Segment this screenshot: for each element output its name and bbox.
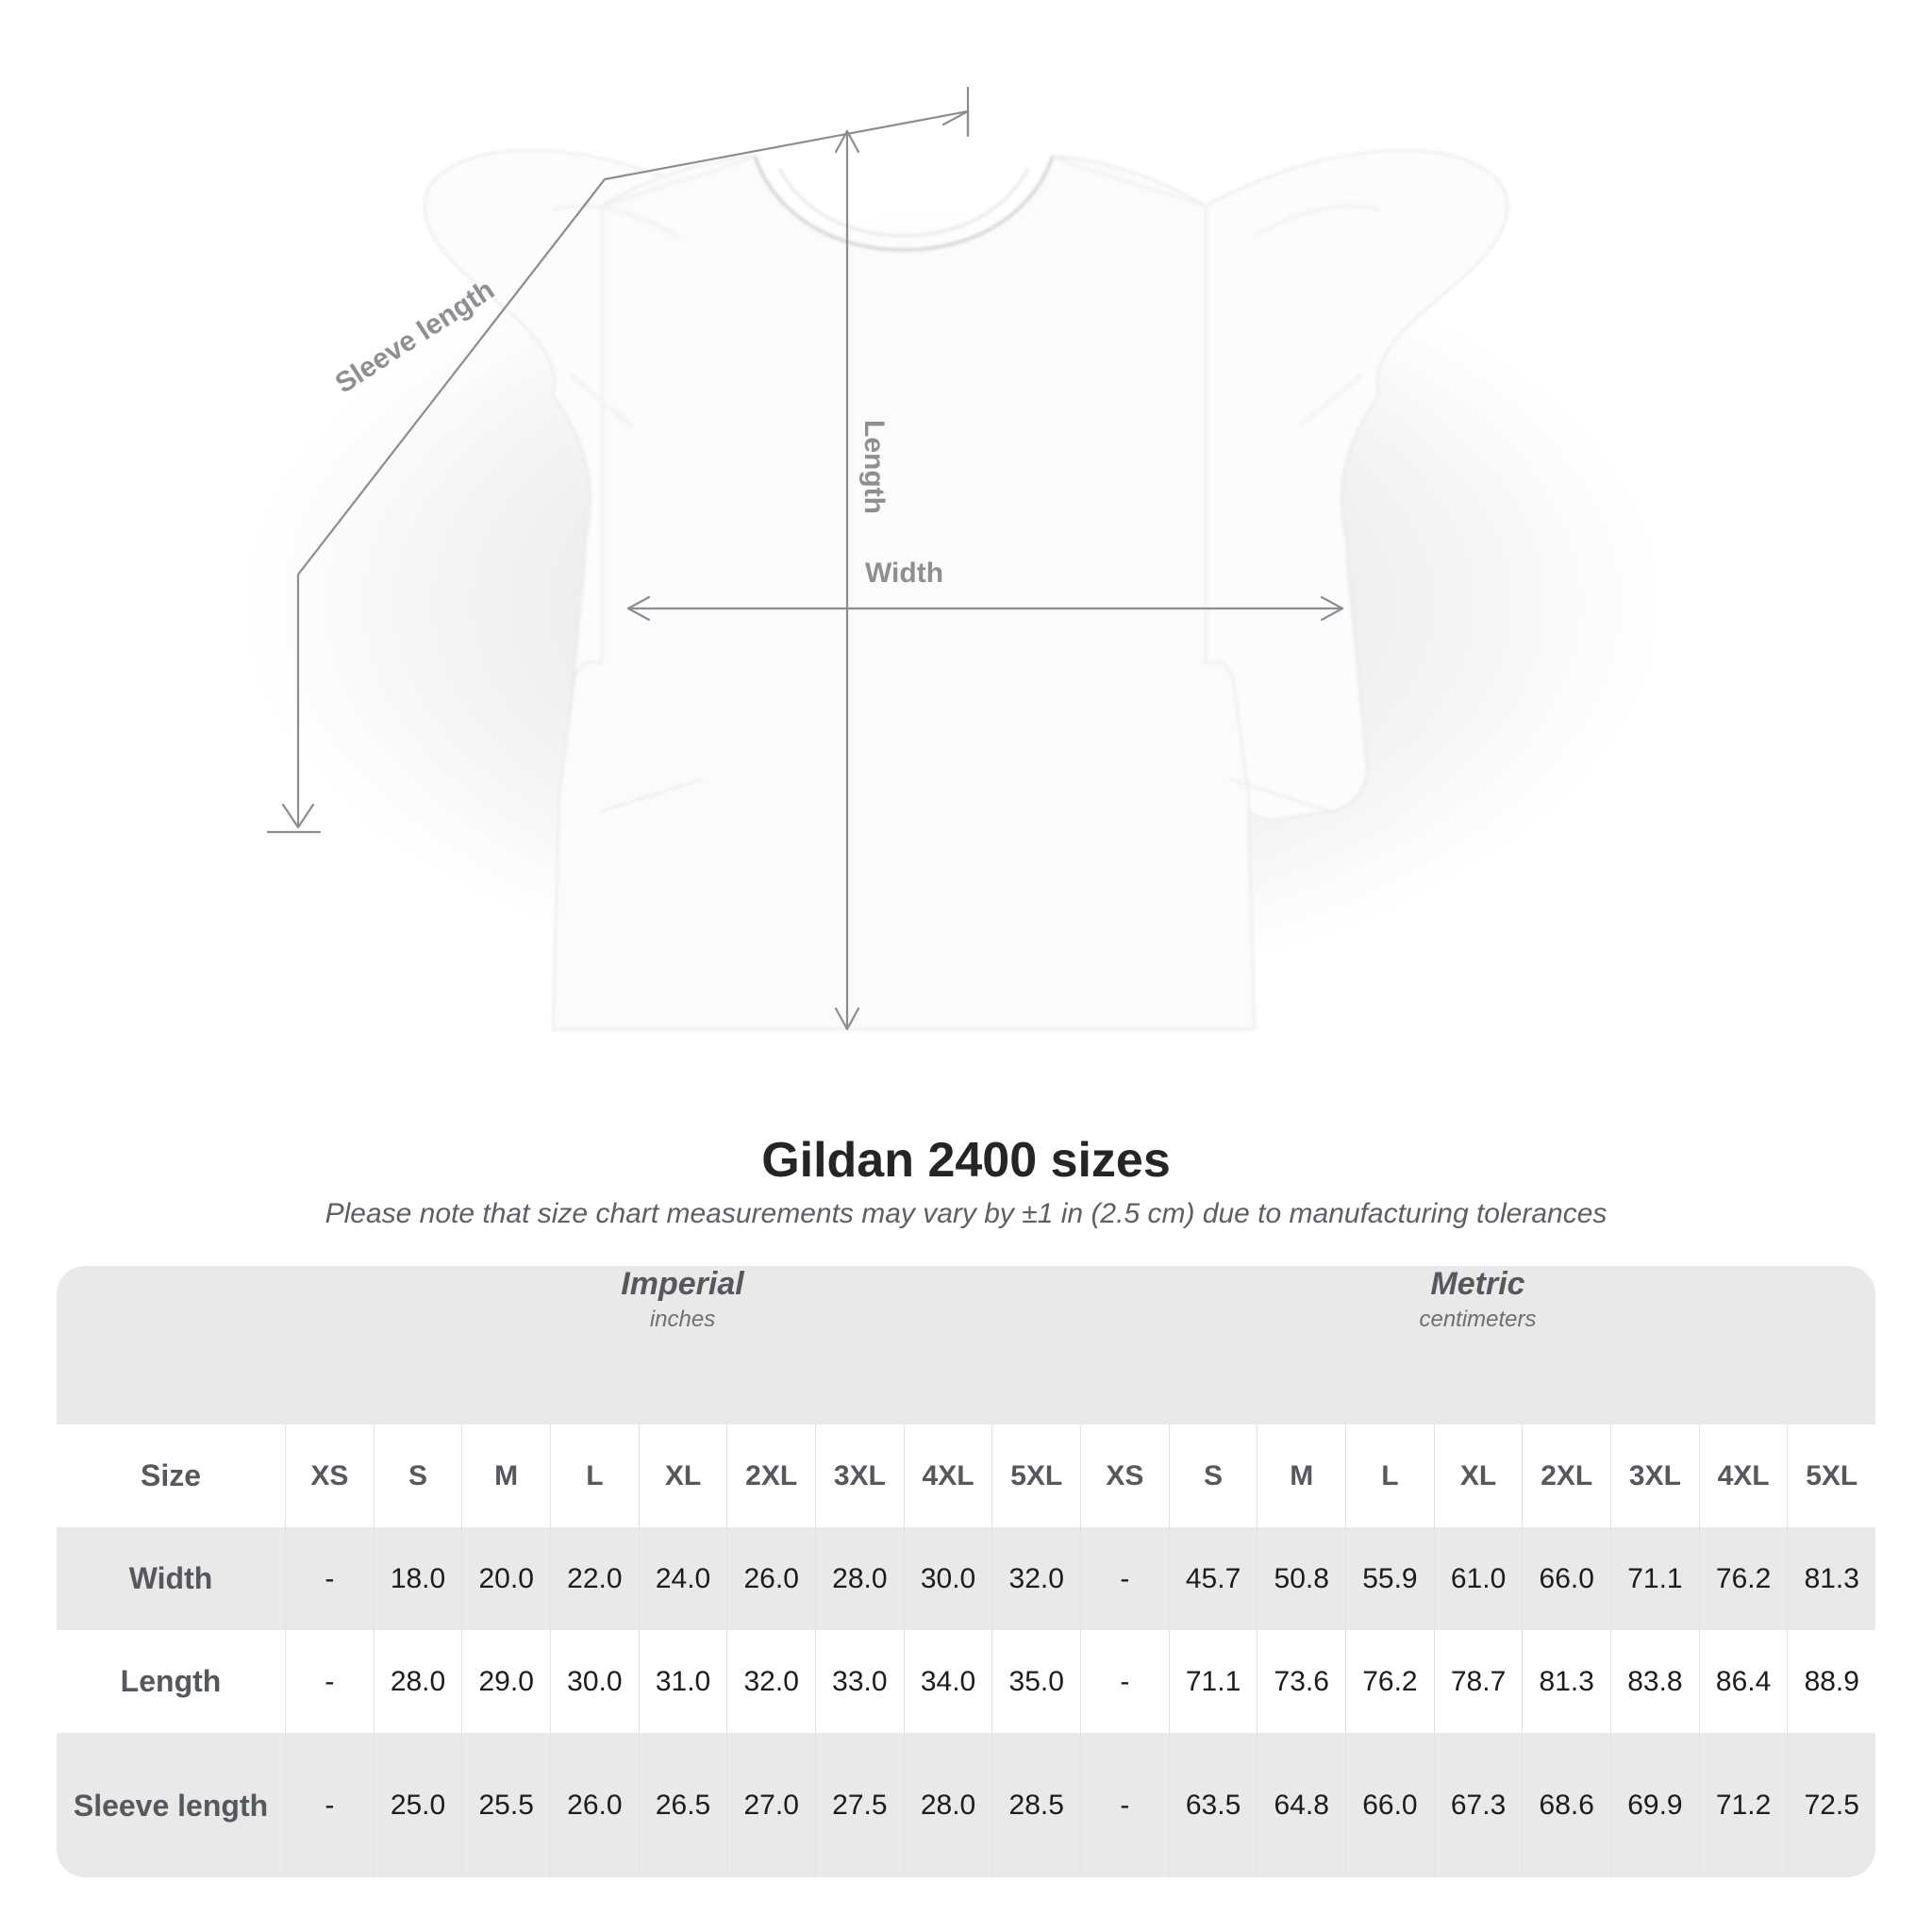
svg-text:Width: Width: [865, 558, 943, 589]
svg-text:Length: Length: [858, 420, 890, 514]
